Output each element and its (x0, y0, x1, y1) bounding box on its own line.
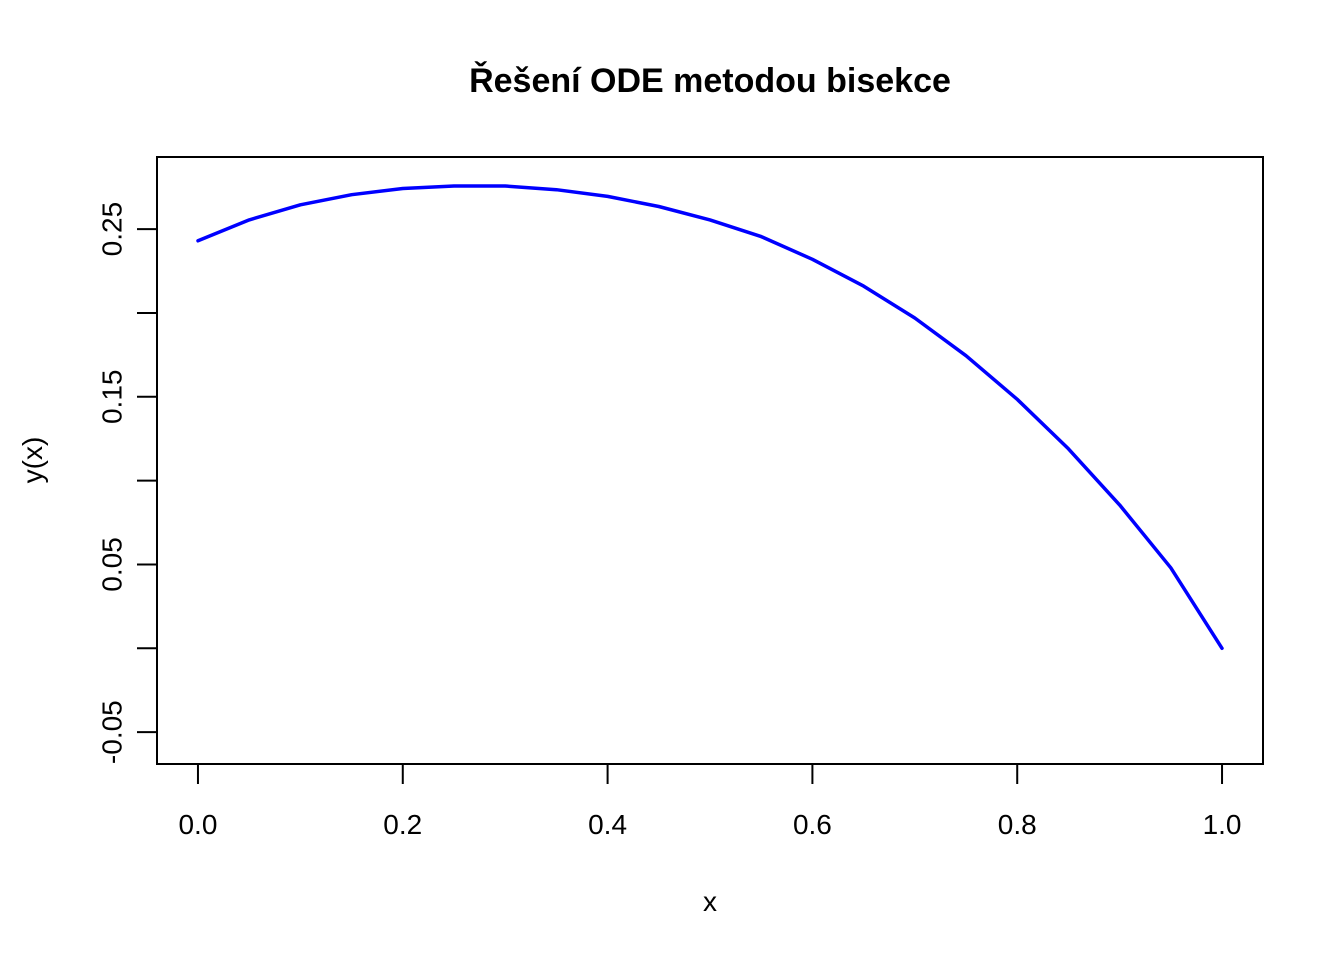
y-tick-label: -0.05 (97, 700, 128, 764)
x-axis-label: x (703, 886, 717, 917)
x-tick-label: 1.0 (1203, 809, 1242, 840)
y-tick-label: 0.05 (97, 537, 128, 592)
x-tick-label: 0.4 (588, 809, 627, 840)
y-tick-label: 0.25 (97, 202, 128, 257)
chart-title: Řešení ODE metodou bisekce (469, 62, 951, 100)
x-tick-label: 0.8 (998, 809, 1037, 840)
x-tick-label: 0.6 (793, 809, 832, 840)
y-axis-label: y(x) (17, 437, 48, 484)
y-axis: -0.05 0.05 0.15 0.25 (97, 202, 158, 764)
x-tick-label: 0.0 (178, 809, 217, 840)
series-layer (196, 184, 1224, 651)
y-tick-label: 0.15 (97, 370, 128, 425)
x-tick-label: 0.2 (383, 809, 422, 840)
x-axis: 0.0 0.2 0.4 0.6 0.8 1.0 (178, 763, 1242, 840)
series-line-y-x- (196, 184, 1224, 651)
plot-frame (156, 156, 1264, 765)
